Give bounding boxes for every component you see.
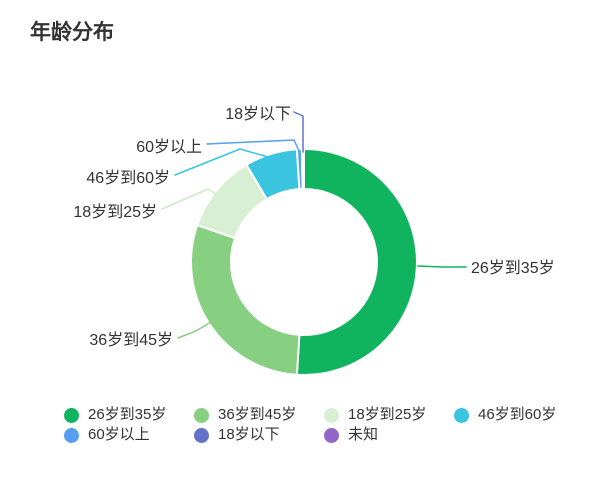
pie-sector-26-35[interactable] (295, 148, 418, 376)
legend: 26岁到35岁 36岁到45岁 18岁到25岁 46岁到60岁 60岁以上 18岁以下 未知 (64, 405, 584, 445)
legend-label: 未知 (348, 426, 379, 443)
chart-title: 年龄分布 (30, 21, 114, 44)
pie-label-line-36-45 (177, 321, 212, 339)
pie-sector-under-18[interactable] (300, 147, 305, 191)
legend-swatch-36-45 (194, 407, 209, 423)
pie-sector-36-45[interactable] (190, 224, 301, 376)
legend-label: 18岁到25岁 (348, 406, 427, 423)
legend-label: 26岁到35岁 (88, 406, 167, 423)
legend-item-60-plus[interactable]: 60岁以上 (64, 425, 194, 445)
legend-swatch-60-plus (64, 427, 79, 443)
legend-swatch-46-60 (454, 407, 469, 423)
pie-label-line-46-60 (174, 148, 269, 176)
legend-swatch-unknown (324, 427, 339, 443)
pie-label-60-plus: 60岁以上 (136, 139, 202, 156)
pie-label-line-60-plus (206, 139, 300, 152)
legend-label: 46岁到60岁 (478, 406, 557, 423)
legend-item-unknown[interactable]: 未知 (324, 425, 454, 445)
legend-item-46-60[interactable]: 46岁到60岁 (454, 405, 584, 425)
pie-label-26-35: 26岁到35岁 (471, 260, 555, 277)
pie-label-46-60: 46岁到60岁 (86, 170, 170, 187)
legend-swatch-18-25 (324, 407, 339, 423)
pie-label-36-45: 36岁到45岁 (89, 332, 173, 349)
legend-item-36-45[interactable]: 36岁到45岁 (194, 405, 324, 425)
legend-label: 18岁以下 (218, 426, 280, 443)
pie-label-line-18-25 (161, 188, 217, 210)
legend-item-26-35[interactable]: 26岁到35岁 (64, 405, 194, 425)
pie-label-line-26-35 (417, 265, 467, 268)
legend-swatch-26-35 (64, 407, 79, 423)
legend-swatch-under-18 (194, 427, 209, 443)
legend-item-18-25[interactable]: 18岁到25岁 (324, 405, 454, 425)
legend-label: 36岁到45岁 (218, 406, 297, 423)
pie-label-line-under-18 (293, 111, 304, 153)
legend-label: 60岁以上 (88, 426, 150, 443)
legend-item-under-18[interactable]: 18岁以下 (194, 425, 324, 445)
pie-label-18-25: 18岁到25岁 (73, 204, 157, 221)
pie-label-under-18: 18岁以下 (225, 106, 291, 123)
